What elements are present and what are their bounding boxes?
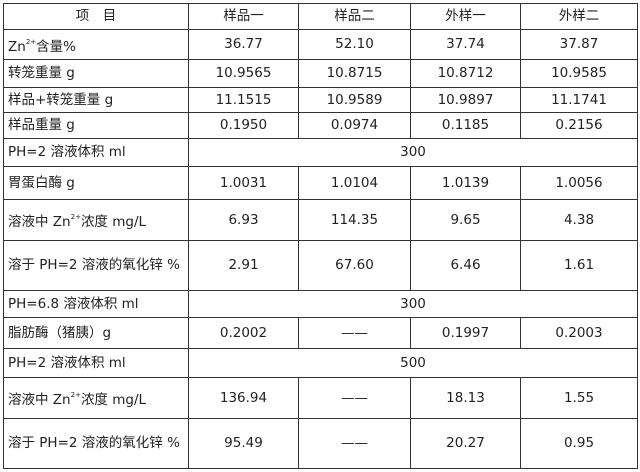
header-cell: 外样一 <box>410 3 521 30</box>
row-label: PH=2 溶液体积 ml <box>3 348 189 378</box>
label-text: 胃蛋白酶 g <box>8 174 75 191</box>
value-cell: 10.9565 <box>188 59 299 88</box>
value-cell: 0.2156 <box>520 112 638 139</box>
value-cell: 37.87 <box>520 29 638 60</box>
value-cell: 1.0104 <box>298 166 411 200</box>
value-cell: 1.55 <box>520 377 638 419</box>
value-cell: 0.0974 <box>298 112 411 139</box>
value-cell: 4.38 <box>520 199 638 241</box>
value-cell: 10.9897 <box>410 87 521 113</box>
value-cell: 10.8715 <box>298 59 411 88</box>
value-cell: 1.0056 <box>520 166 638 200</box>
table-row: 胃蛋白酶 g 1.0031 1.0104 1.0139 1.0056 <box>3 166 638 200</box>
row-label: 溶液中 Zn2+浓度 mg/L <box>3 377 189 419</box>
merged-value-cell: 500 <box>188 348 638 378</box>
row-label: 胃蛋白酶 g <box>3 166 189 200</box>
value-cell: 9.65 <box>410 199 521 241</box>
value-cell: 11.1741 <box>520 87 638 113</box>
row-label: 脂肪酶（猪胰）g <box>3 317 189 349</box>
header-cell: 样品一 <box>188 3 299 30</box>
superscript: 2+ <box>25 37 37 46</box>
value-cell: 11.1515 <box>188 87 299 113</box>
value-cell: 52.10 <box>298 29 411 60</box>
label-text: Zn <box>8 38 26 55</box>
value-cell: 0.1185 <box>410 112 521 139</box>
label-text: 样品+转笼重量 g <box>8 91 114 108</box>
label-text: 溶于 PH=2 溶液的氧化锌 % <box>8 435 180 451</box>
row-label: Zn2+含量% <box>3 29 189 60</box>
value-cell: —— <box>298 317 411 349</box>
value-cell: 0.95 <box>520 418 638 469</box>
table-row: 样品+转笼重量 g 11.1515 10.9589 10.9897 11.1741 <box>3 87 638 113</box>
row-label: PH=2 溶液体积 ml <box>3 138 189 167</box>
label-text: 样品重量 g <box>8 117 75 133</box>
header-row: 项 目样品一 样品二 外样一 外样二 <box>3 3 638 30</box>
value-cell: 18.13 <box>410 377 521 419</box>
value-cell: 0.1950 <box>188 112 299 139</box>
value-cell: 1.0139 <box>410 166 521 200</box>
value-cell: 6.46 <box>410 240 521 291</box>
row-label: 样品+转笼重量 g <box>3 87 189 113</box>
label-text: PH=2 溶液体积 ml <box>8 144 126 160</box>
table-row: 转笼重量 g 10.9565 10.8715 10.8712 10.9585 <box>3 59 638 88</box>
row-label: PH=6.8 溶液体积 ml <box>3 290 189 318</box>
merged-value-cell: 300 <box>188 138 638 167</box>
label-suffix: 含量% <box>36 38 76 55</box>
table-row: 样品重量 g 0.1950 0.0974 0.1185 0.2156 <box>3 112 638 139</box>
label-text: 溶液中 Zn <box>8 392 71 408</box>
row-label: 溶于 PH=2 溶液的氧化锌 % <box>3 418 189 469</box>
table-row: Zn2+含量% 36.77 52.10 37.74 37.87 <box>3 29 638 60</box>
value-cell: 95.49 <box>188 418 299 469</box>
row-label: 转笼重量 g <box>3 59 189 88</box>
value-cell: 0.2003 <box>520 317 638 349</box>
results-table: 项 目样品一 样品二 外样一 外样二 Zn2+含量% 36.77 52.10 37.74 37.… <box>3 3 638 469</box>
superscript: 2+ <box>70 391 81 399</box>
label-text: PH=2 溶液体积 ml <box>8 354 126 371</box>
table-row: PH=2 溶液体积 ml 300 <box>3 138 638 167</box>
header-cell: 项 目 <box>3 3 189 30</box>
value-cell: 1.0031 <box>188 166 299 200</box>
value-cell: 0.1997 <box>410 317 521 349</box>
label-suffix: 浓度 mg/L <box>80 214 147 230</box>
table-row: 溶于 PH=2 溶液的氧化锌 % 95.49 —— 20.27 0.95 <box>3 418 638 469</box>
superscript: 2+ <box>70 213 81 221</box>
value-cell: 20.27 <box>410 418 521 469</box>
value-cell: —— <box>298 418 411 469</box>
value-cell: 136.94 <box>188 377 299 419</box>
label-text: 转笼重量 g <box>8 65 75 81</box>
value-cell: 1.61 <box>520 240 638 291</box>
value-cell: 37.74 <box>410 29 521 60</box>
label-suffix: 浓度 mg/L <box>80 392 147 408</box>
value-cell: 36.77 <box>188 29 299 60</box>
row-label: 样品重量 g <box>3 112 189 139</box>
label-text: 溶液中 Zn <box>8 214 71 230</box>
table-row: PH=6.8 溶液体积 ml 300 <box>3 290 638 318</box>
table-row: 溶于 PH=2 溶液的氧化锌 % 2.91 67.60 6.46 1.61 <box>3 240 638 291</box>
label-text: PH=6.8 溶液体积 ml <box>8 295 139 312</box>
value-cell: —— <box>298 377 411 419</box>
label-text: 脂肪酶（猪胰）g <box>8 324 112 341</box>
table-row: 溶液中 Zn2+浓度 mg/L 6.93 114.35 9.65 4.38 <box>3 199 638 241</box>
value-cell: 6.93 <box>188 199 299 241</box>
merged-value-cell: 300 <box>188 290 638 318</box>
value-cell: 0.2002 <box>188 317 299 349</box>
table-row: 脂肪酶（猪胰）g 0.2002 —— 0.1997 0.2003 <box>3 317 638 349</box>
value-cell: 10.9585 <box>520 59 638 88</box>
table-row: 溶液中 Zn2+浓度 mg/L 136.94 —— 18.13 1.55 <box>3 377 638 419</box>
value-cell: 114.35 <box>298 199 411 241</box>
table-row: PH=2 溶液体积 ml 500 <box>3 348 638 378</box>
header-cell: 样品二 <box>298 3 411 30</box>
value-cell: 10.8712 <box>410 59 521 88</box>
header-cell: 外样二 <box>520 3 638 30</box>
row-label: 溶于 PH=2 溶液的氧化锌 % <box>3 240 189 291</box>
label-text: 溶于 PH=2 溶液的氧化锌 % <box>8 257 180 273</box>
value-cell: 67.60 <box>298 240 411 291</box>
value-cell: 10.9589 <box>298 87 411 113</box>
value-cell: 2.91 <box>188 240 299 291</box>
row-label: 溶液中 Zn2+浓度 mg/L <box>3 199 189 241</box>
